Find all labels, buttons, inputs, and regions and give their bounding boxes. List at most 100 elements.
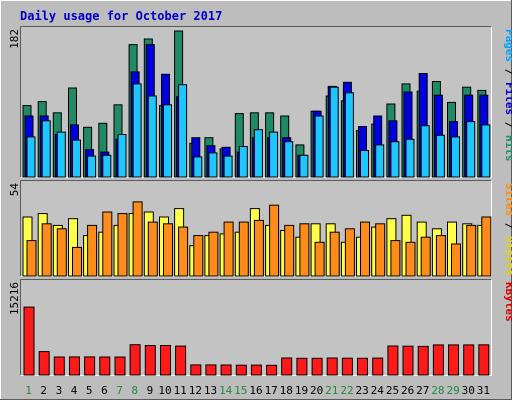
x-tick-label: 14 [219,384,233,397]
bar-pages-day-3 [56,131,66,178]
bar-sites-day-7 [117,213,128,277]
bar-sites-day-24 [375,223,386,277]
bar-sites-day-26 [405,241,416,277]
x-tick-label: 12 [189,384,202,397]
bar-pages-day-19 [299,154,309,178]
x-tick-label: 19 [295,384,308,397]
x-tick-label: 15 [234,384,247,397]
bar-pages-day-17 [269,131,279,178]
bar-kbytes-day-24 [372,357,384,376]
x-tick-label: 9 [147,384,154,397]
bar-sites-day-16 [253,219,264,277]
bar-kbytes-day-11 [175,345,187,376]
panel-legend-label: Sites / Visits [503,183,512,276]
x-tick-label: 28 [431,384,444,397]
bar-pages-day-6 [102,154,112,178]
x-tick-label: 30 [462,384,475,397]
x-tick-label: 17 [265,384,278,397]
bar-kbytes-day-14 [220,364,232,376]
legend-segment: Pages [503,29,512,62]
bar-pages-day-15 [238,146,248,178]
x-tick-label: 21 [325,384,338,397]
bar-pages-day-28 [435,134,445,178]
x-tick-label: 24 [371,384,385,397]
panel-visits: 54 Sites / Visits [8,180,512,277]
x-tick-label: 7 [116,384,123,397]
bar-sites-day-22 [344,228,355,277]
bar-pages-day-25 [390,141,400,178]
bar-sites-day-2 [41,223,52,277]
x-tick-label: 11 [174,384,187,397]
bar-kbytes-day-8 [129,344,141,376]
bar-kbytes-day-19 [296,357,308,376]
bar-sites-day-28 [435,235,446,277]
legend-segment: Files [503,82,512,115]
bar-sites-day-5 [87,224,98,277]
bar-sites-day-12 [193,235,204,277]
bar-sites-day-25 [390,240,401,277]
x-tick-label: 4 [71,384,78,397]
bar-pages-day-13 [208,152,218,178]
panel-hits: 182 Pages / Files / Hits [8,26,512,178]
bar-pages-day-20 [314,115,324,178]
x-tick-label: 31 [477,384,490,397]
bar-kbytes-day-10 [160,345,171,376]
bar-pages-day-4 [72,139,81,178]
bar-sites-day-21 [329,231,340,277]
x-tick-label: 29 [446,384,459,397]
x-tick-label: 1 [25,384,32,397]
bar-sites-day-29 [451,243,461,277]
x-tick-label: 22 [340,384,353,397]
x-axis-day-labels: 1 2 3 4 5 6 7 8 9 10 11 12 13 14 15 16 17 18 19 20 21 22 23 24 2… [25,384,490,397]
bar-pages-day-9 [147,95,157,178]
x-tick-label: 23 [355,384,368,397]
bar-kbytes-day-5 [84,356,96,376]
bar-sites-day-31 [481,216,492,277]
bar-pages-day-1 [26,136,36,178]
bar-sites-day-10 [163,223,173,277]
bar-kbytes-day-12 [190,364,202,376]
legend-segment: KBytes [503,282,512,322]
bar-pages-day-12 [193,156,203,178]
panel-max-label: 15216 [8,282,21,315]
bar-pages-day-5 [87,155,97,178]
bar-sites-day-14 [223,221,234,277]
bar-sites-day-6 [102,211,113,277]
legend-segment: Visits [503,236,512,276]
legend-segment: Sites [503,183,512,216]
bar-sites-day-1 [26,240,37,277]
bar-sites-day-11 [178,226,189,277]
bar-kbytes-day-16 [250,364,262,376]
panel-max-label: 54 [8,183,21,197]
panel-max-label: 182 [8,29,21,49]
bar-sites-day-3 [56,228,67,277]
bar-sites-day-17 [269,204,280,277]
series-kbytes [23,306,490,376]
bar-sites-day-13 [208,231,219,277]
bar-pages-day-8 [132,83,142,178]
bar-pages-day-23 [360,150,369,178]
bar-sites-day-27 [420,236,431,277]
panel-legend-label: KBytes [503,282,512,322]
bar-sites-day-23 [360,221,370,277]
bar-kbytes-day-9 [144,345,156,376]
legend-segment: / [503,115,512,135]
bar-pages-day-31 [481,124,491,178]
series-sites [26,201,492,277]
x-tick-label: 18 [280,384,293,397]
x-tick-label: 2 [40,384,47,397]
chart-title: Daily usage for October 2017 [20,9,222,23]
bar-kbytes-day-18 [281,357,293,376]
bar-kbytes-day-23 [357,357,368,376]
bar-pages-day-16 [253,129,263,178]
bar-sites-day-4 [72,246,82,277]
bar-sites-day-20 [314,241,325,277]
bar-pages-day-22 [344,92,354,178]
bar-pages-day-21 [329,86,339,178]
bar-kbytes-day-27 [417,345,429,376]
x-tick-label: 3 [56,384,63,397]
bar-kbytes-day-31 [478,344,490,376]
bar-kbytes-day-13 [205,364,217,376]
x-tick-label: 26 [401,384,414,397]
